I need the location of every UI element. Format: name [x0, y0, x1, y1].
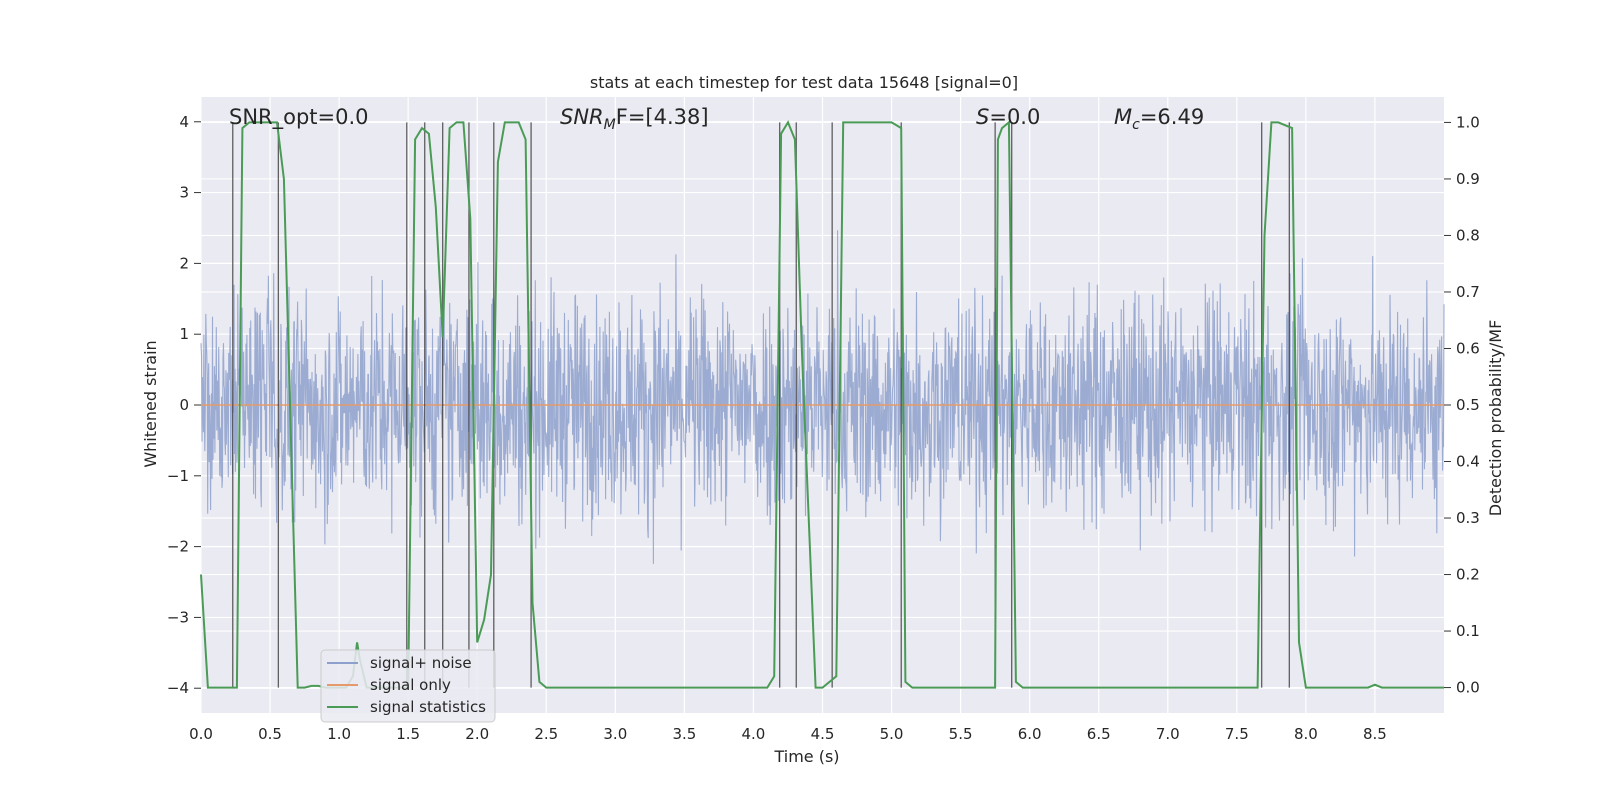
left-tick-label: −4 — [167, 679, 189, 697]
x-tick-label: 7.5 — [1225, 725, 1249, 743]
chart-title: stats at each timestep for test data 156… — [590, 73, 1018, 92]
x-tick-label: 1.5 — [396, 725, 420, 743]
series-signal-noise — [200, 230, 1445, 564]
left-tick-label: 3 — [179, 184, 189, 202]
x-tick-label: 7.0 — [1156, 725, 1180, 743]
annotation-snr-mf: SNRMF=[4.38] — [560, 105, 709, 133]
x-axis-label: Time (s) — [773, 747, 839, 766]
annotation-mc: Mc=6.49 — [1114, 105, 1204, 133]
right-tick-label: 0.1 — [1456, 622, 1480, 640]
legend-label-signal-noise: signal+ noise — [370, 654, 472, 672]
left-tick-label: −3 — [167, 608, 189, 626]
x-tick-label: 0.0 — [189, 725, 213, 743]
x-tick-label: 5.5 — [949, 725, 973, 743]
annotation-snr-opt: SNR_opt=0.0 — [229, 105, 369, 130]
x-tick-label: 6.0 — [1018, 725, 1042, 743]
legend-label-signal-only: signal only — [370, 676, 451, 694]
left-tick-label: −1 — [167, 467, 189, 485]
x-tick-label: 8.0 — [1294, 725, 1318, 743]
x-tick-label: 2.0 — [465, 725, 489, 743]
x-tick-label: 4.5 — [811, 725, 835, 743]
left-tick-label: 4 — [179, 113, 189, 131]
x-tick-label: 3.5 — [672, 725, 696, 743]
right-tick-label: 0.6 — [1456, 339, 1480, 357]
x-tick-label: 4.0 — [742, 725, 766, 743]
right-tick-label: 1.0 — [1456, 113, 1480, 131]
y-axis-label-right: Detection probability/MF — [1486, 320, 1505, 517]
legend-box — [320, 649, 496, 723]
x-tick-label: 1.0 — [327, 725, 351, 743]
right-tick-label: 0.5 — [1456, 396, 1480, 414]
x-tick-label: 2.5 — [534, 725, 558, 743]
right-tick-label: 0.3 — [1456, 509, 1480, 527]
left-tick-label: 2 — [179, 254, 189, 272]
annotation-s: S=0.0 — [976, 105, 1040, 129]
right-tick-label: 0.9 — [1456, 170, 1480, 188]
x-tick-label: 5.0 — [880, 725, 904, 743]
signal-noise-trace — [200, 230, 1445, 564]
left-tick-label: 1 — [179, 325, 189, 343]
right-tick-label: 0.8 — [1456, 226, 1480, 244]
legend-label-signal-statistics: signal statistics — [370, 698, 486, 716]
right-tick-label: 0.2 — [1456, 566, 1480, 584]
left-tick-label: −2 — [167, 538, 189, 556]
left-y-axis: 4 3 2 1 0 −1 −2 −3 −4 — [167, 113, 201, 697]
legend: signal+ noise signal only signal statist… — [320, 649, 496, 723]
right-tick-label: 0.4 — [1456, 453, 1480, 471]
y-axis-label-left: Whitened strain — [141, 340, 160, 467]
right-tick-label: 0.7 — [1456, 283, 1480, 301]
x-tick-label: 6.5 — [1087, 725, 1111, 743]
x-tick-label: 8.5 — [1363, 725, 1387, 743]
right-y-axis: 1.0 0.9 0.8 0.7 0.6 0.5 0.4 0.3 0.2 0.1 0.0 — [1444, 113, 1480, 697]
left-tick-label: 0 — [179, 396, 189, 414]
x-axis: 0.0 0.5 1.0 1.5 2.0 2.5 3.0 3.5 4.0 4.5 5.0 5.5 6.0 6… — [189, 725, 1387, 743]
x-tick-label: 3.0 — [603, 725, 627, 743]
right-tick-label: 0.0 — [1456, 679, 1480, 697]
x-tick-label: 0.5 — [258, 725, 282, 743]
